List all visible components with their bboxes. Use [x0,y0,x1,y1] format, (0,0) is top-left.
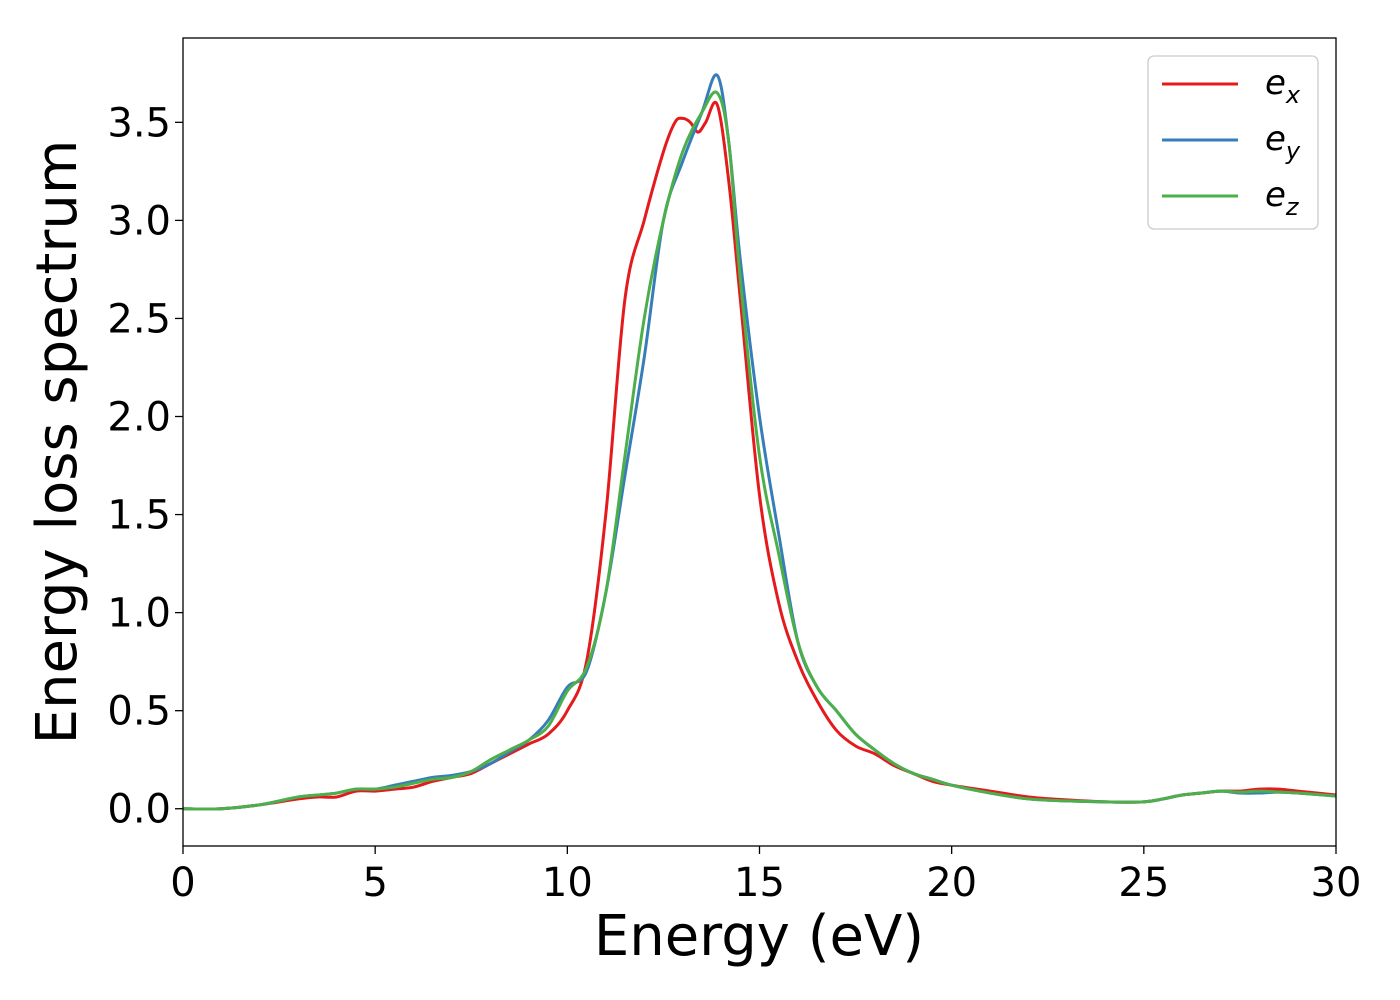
y-tick-label: 1.0 [107,591,171,637]
y-tick-label: 0.0 [107,787,171,833]
legend-label-ex: ex [1265,63,1301,109]
y-tick-label: 1.5 [107,493,171,539]
x-axis-ticks: 0 5 10 15 20 25 30 [170,846,1361,906]
y-tick-label: 2.5 [107,296,171,342]
y-tick-label: 3.5 [107,100,171,146]
legend-label-ez: ez [1265,175,1300,221]
y-tick-label: 3.0 [107,198,171,244]
y-axis-ticks: 0.0 0.5 1.0 1.5 2.0 2.5 3.0 3.5 [107,100,183,833]
x-tick-label: 25 [1118,860,1169,906]
y-tick-label: 0.5 [107,689,171,735]
x-tick-label: 0 [170,860,195,906]
legend: ex ey ez [1147,55,1319,230]
x-tick-label: 20 [926,860,977,906]
series-line-ez [183,90,1336,811]
x-axis-label: Energy (eV) [594,904,924,969]
x-tick-label: 5 [362,860,387,906]
x-tick-label: 10 [542,860,593,906]
y-tick-label: 2.0 [107,395,171,441]
legend-box [1147,55,1319,230]
x-tick-label: 30 [1311,860,1362,906]
legend-label-ey: ey [1265,119,1301,165]
x-tick-label: 15 [734,860,785,906]
y-axis-label: Energy loss spectrum [25,140,90,745]
